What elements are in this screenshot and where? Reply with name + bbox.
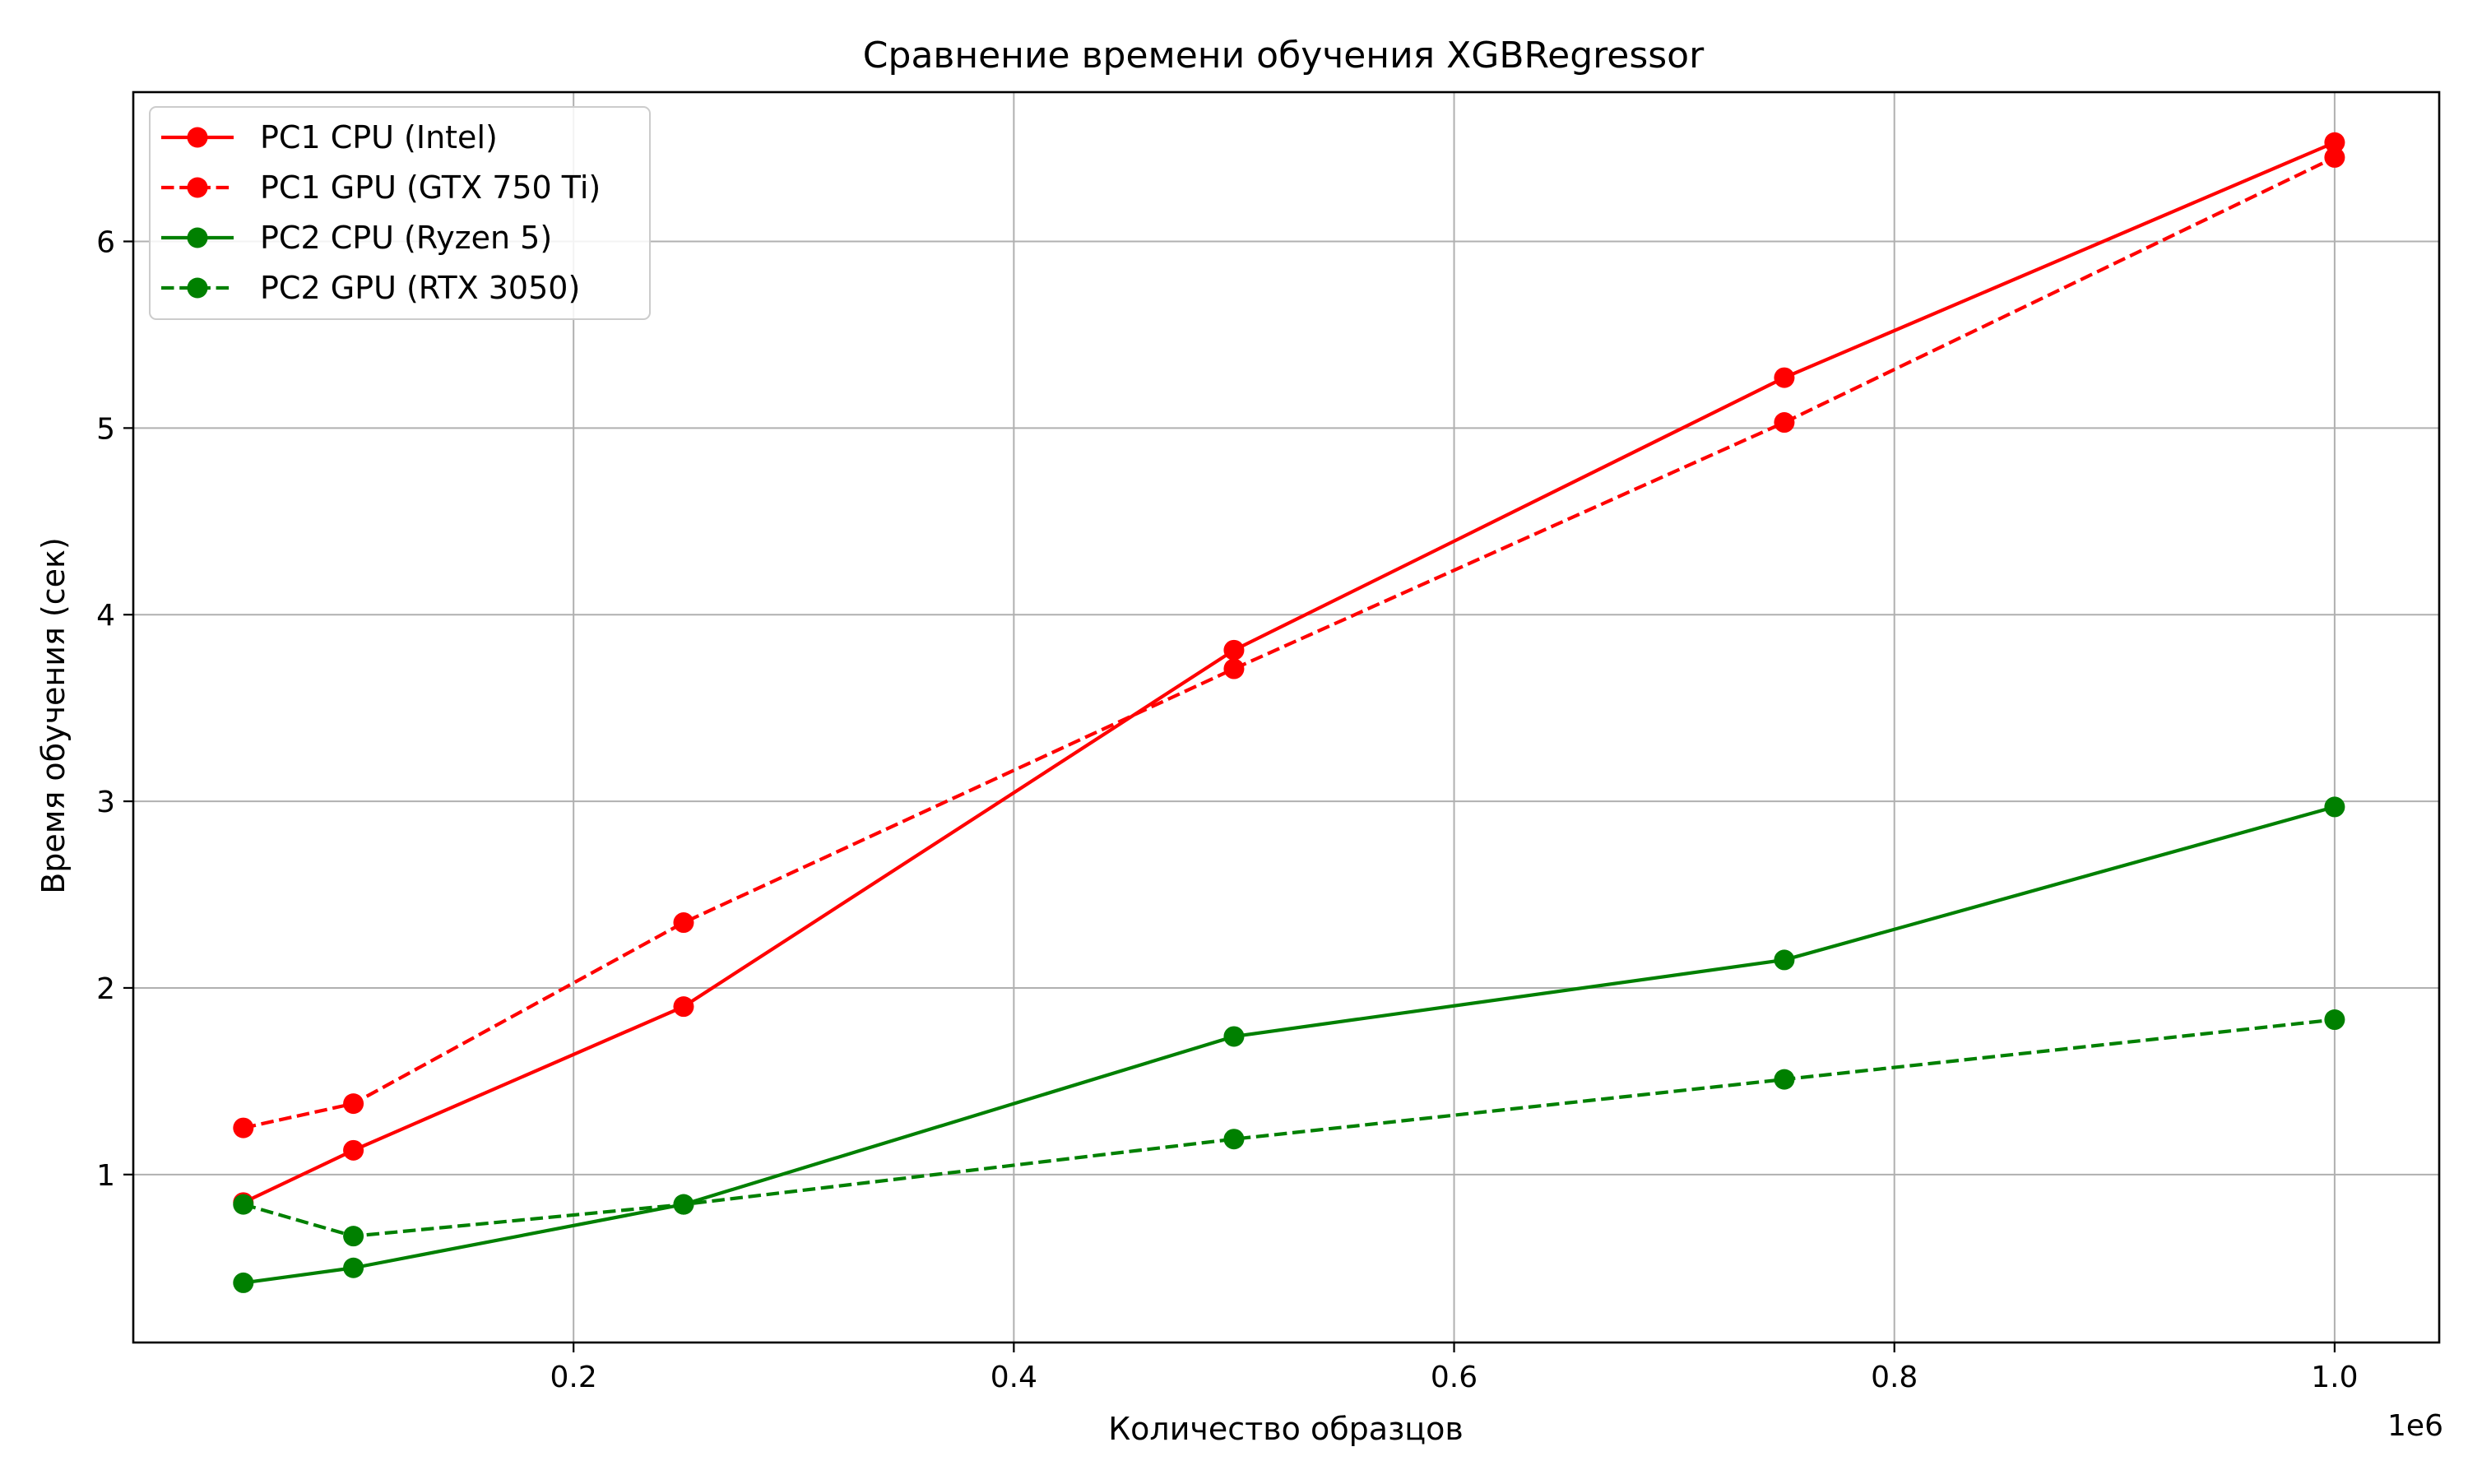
- data-point: [2324, 796, 2345, 818]
- legend-label: PC1 GPU (GTX 750 Ti): [260, 169, 601, 206]
- grid-lines: [133, 92, 2439, 1343]
- axes-frame: [132, 90, 2441, 1344]
- data-point: [1774, 1069, 1795, 1090]
- data-point: [343, 1226, 364, 1247]
- data-point: [2324, 1009, 2345, 1031]
- data-point: [1774, 412, 1795, 434]
- x-tick-label: 0.6: [1431, 1361, 1478, 1394]
- data-point: [673, 996, 694, 1018]
- legend-marker: [187, 277, 208, 299]
- series-line: [242, 141, 2336, 1204]
- y-axis-label: Время обучения (сек): [35, 537, 72, 894]
- data-point: [1223, 1129, 1245, 1150]
- x-axis-label: Количество образцов: [1108, 1411, 1464, 1447]
- legend-label: PC2 GPU (RTX 3050): [260, 270, 580, 306]
- tick-layer: 0.2 0.4 0.6 0.8 1.0 1 2 3 4 5 6: [96, 225, 2358, 1394]
- legend-label: PC1 CPU (Intel): [260, 119, 498, 155]
- data-point: [1774, 949, 1795, 971]
- data-point: [673, 912, 694, 934]
- series-4: [233, 1009, 2345, 1247]
- x-axis-offset-label: 1e6: [2387, 1409, 2443, 1443]
- y-tick-label: 6: [96, 225, 115, 259]
- legend-item: PC2 CPU (Ryzen 5): [161, 220, 552, 256]
- legend-marker: [187, 127, 208, 148]
- data-point: [1223, 658, 1245, 679]
- x-tick-label: 1.0: [2311, 1361, 2358, 1394]
- series-2: [233, 146, 2345, 1139]
- data-point: [343, 1257, 364, 1278]
- legend-marker: [187, 227, 208, 248]
- legend-marker: [187, 177, 208, 198]
- legend: PC1 CPU (Intel) PC1 GPU (GTX 750 Ti) PC2 C…: [149, 106, 651, 320]
- y-tick-label: 5: [96, 412, 115, 446]
- series-line: [243, 155, 2336, 1130]
- data-point: [233, 1272, 254, 1293]
- y-tick-label: 4: [96, 599, 115, 633]
- data-point: [1774, 367, 1795, 388]
- data-point: [343, 1139, 364, 1161]
- data-point: [343, 1093, 364, 1115]
- data-point: [1223, 639, 1245, 661]
- data-point: [233, 1117, 254, 1139]
- series-line: [243, 805, 2336, 1285]
- x-tick-label: 0.2: [550, 1361, 597, 1394]
- data-point: [2324, 146, 2345, 168]
- data-point: [1223, 1026, 1245, 1047]
- legend-item: PC1 CPU (Intel): [161, 119, 498, 155]
- data-point: [2324, 132, 2345, 153]
- legend-box: [149, 106, 651, 320]
- x-tick-label: 0.8: [1871, 1361, 1918, 1394]
- data-point: [233, 1194, 254, 1215]
- chart-title: Сравнение времени обучения XGBRegressor: [863, 35, 1705, 77]
- y-tick-label: 2: [96, 972, 115, 1006]
- legend-item: PC1 GPU (GTX 750 Ti): [161, 169, 601, 206]
- y-tick-label: 1: [96, 1159, 115, 1193]
- plot-frame: [132, 90, 2441, 1344]
- x-tick-label: 0.4: [990, 1361, 1037, 1394]
- legend-item: PC2 GPU (RTX 3050): [161, 270, 580, 306]
- data-point: [673, 1194, 694, 1215]
- series-line: [243, 1018, 2336, 1238]
- y-tick-label: 3: [96, 786, 115, 819]
- series-layer: [233, 132, 2345, 1293]
- legend-label: PC2 CPU (Ryzen 5): [260, 220, 552, 256]
